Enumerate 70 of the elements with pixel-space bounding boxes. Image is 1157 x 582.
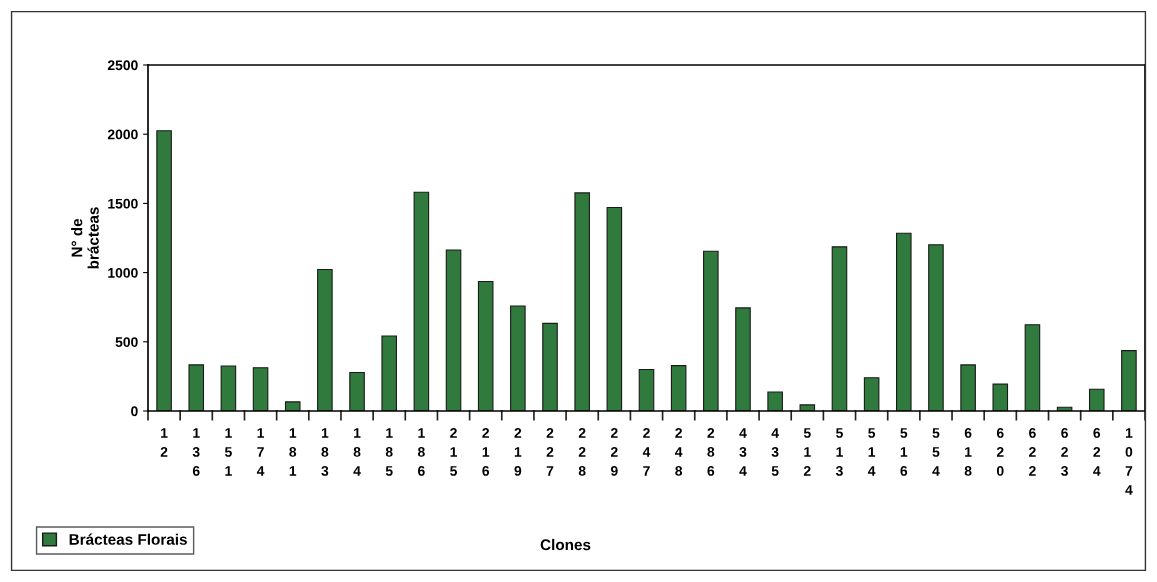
- x-tick-label: 618: [964, 428, 972, 476]
- x-tick-label: 186: [417, 428, 425, 476]
- x-tick-label: 229: [610, 428, 618, 476]
- x-tick-label: 554: [932, 428, 940, 476]
- bar: [960, 364, 976, 411]
- x-tick-label: 215: [450, 428, 458, 476]
- bar: [445, 249, 462, 411]
- x-tick-label: 227: [546, 428, 554, 476]
- bar: [638, 368, 655, 411]
- x-tick-label: 181: [289, 428, 297, 476]
- bar: [510, 305, 526, 411]
- bar: [670, 365, 687, 411]
- x-tick-label: 623: [1061, 428, 1068, 476]
- bar: [349, 371, 365, 411]
- x-tick-label: 12: [160, 428, 168, 457]
- x-tick-label: 513: [835, 428, 843, 476]
- x-tick-label: 219: [514, 428, 522, 476]
- x-tick-label: 183: [321, 428, 329, 476]
- bar: [799, 404, 816, 411]
- x-tick-label: 435: [771, 428, 779, 476]
- bar: [381, 335, 398, 411]
- bar: [703, 250, 719, 411]
- bar: [831, 246, 848, 411]
- x-tick-label: 624: [1093, 428, 1101, 476]
- x-tick-label: 228: [578, 428, 586, 476]
- bar: [1024, 324, 1041, 411]
- bar: [542, 322, 558, 411]
- bar: [188, 364, 205, 411]
- bar: [252, 367, 269, 411]
- bar: [863, 377, 880, 411]
- y-tick-label: 0: [131, 406, 138, 417]
- bar: [735, 307, 751, 411]
- x-tick-label: 216: [482, 428, 490, 476]
- y-tick-label: 1500: [108, 198, 138, 209]
- bar: [220, 365, 237, 411]
- x-tick-label: 184: [353, 428, 361, 476]
- x-tick-label: 286: [707, 428, 715, 476]
- x-tick-label: 434: [739, 428, 747, 476]
- bar: [284, 401, 301, 411]
- bar: [156, 130, 172, 411]
- x-tick-label: 185: [385, 428, 393, 476]
- x-tick-label: 516: [900, 428, 908, 476]
- y-tick-label: 2500: [107, 60, 138, 71]
- x-tick-label: 622: [1029, 428, 1036, 476]
- x-tick-label: 136: [192, 428, 200, 476]
- x-tick-label: 1074: [1125, 428, 1133, 495]
- bar: [895, 232, 912, 411]
- x-tick-label: 247: [642, 428, 651, 476]
- x-tick-label: 514: [867, 428, 876, 476]
- bar: [767, 391, 783, 411]
- legend-label: Brácteas Florais: [69, 533, 187, 545]
- bar: [477, 280, 494, 411]
- bar: [606, 206, 623, 411]
- y-tick-label: 2000: [107, 129, 138, 140]
- bar: [317, 269, 333, 411]
- bar: [928, 244, 944, 411]
- x-tick-label: 620: [996, 428, 1004, 476]
- x-axis-title: Clones: [540, 538, 591, 551]
- x-tick-label: 174: [256, 428, 265, 476]
- bar: [574, 192, 590, 411]
- bar: [1121, 350, 1137, 411]
- y-tick-label: 1000: [108, 267, 138, 278]
- y-axis-title: N° de brácteas: [71, 207, 99, 269]
- bar: [413, 191, 430, 411]
- bar: [992, 383, 1009, 411]
- x-tick-label: 248: [675, 428, 683, 476]
- x-tick-label: 151: [224, 428, 232, 476]
- bar: [1088, 388, 1105, 411]
- x-tick-label: 512: [803, 428, 811, 476]
- y-tick-label: 500: [115, 337, 138, 347]
